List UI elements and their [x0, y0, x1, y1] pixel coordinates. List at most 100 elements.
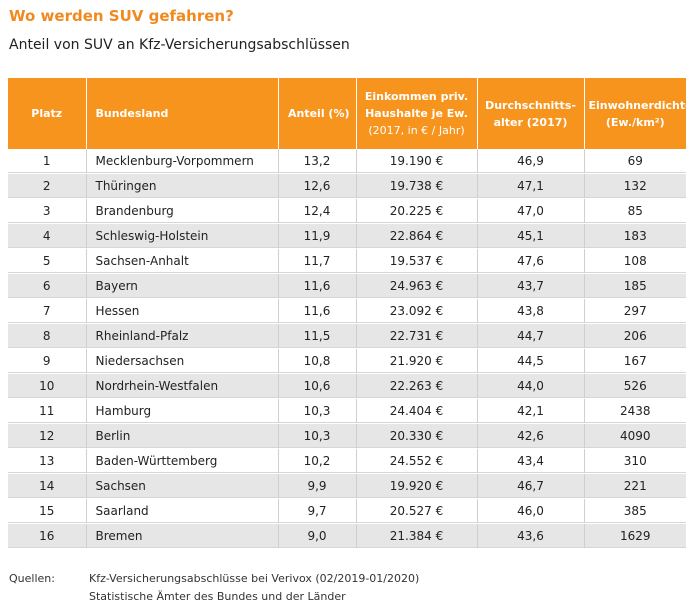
cell-alter: 46,7 [477, 473, 585, 499]
cell-alter: 47,6 [477, 248, 585, 274]
table-row: 4 Schleswig-Holstein 11,9 22.864 €45,1 183 [8, 223, 686, 249]
header-einkommen-line2: Haushalte je Ew. [365, 107, 468, 120]
cell-platz: 3 [8, 198, 87, 224]
header-anteil: Anteil (%) [278, 78, 357, 149]
table-row: 6 Bayern 11,6 24.963 €43,7 185 [8, 273, 686, 299]
suv-table: Platz Bundesland Anteil (%) Einkommen pr… [8, 78, 693, 549]
header-alter-line2: alter (2017) [493, 115, 568, 129]
table-row: 11 Hamburg 10,3 24.404 €42,1 2438 [8, 398, 686, 424]
cell-alter: 44,5 [477, 348, 585, 374]
cell-anteil: 9,7 [278, 498, 357, 524]
sources-label: Quellen: [9, 572, 55, 585]
cell-anteil: 11,9 [278, 223, 357, 249]
cell-einkommen: 24.552 € [356, 448, 478, 474]
header-dichte-line1: Einwohnerdichte [588, 98, 693, 112]
table-row: 1 Mecklenburg-Vorpommern 13,2 19.190 €46,9 6… [8, 149, 686, 174]
cell-alter: 44,0 [477, 373, 585, 399]
cell-platz: 4 [8, 223, 87, 249]
cell-alter: 44,7 [477, 323, 585, 349]
cell-bundesland: Sachsen [86, 473, 279, 499]
header-dichte: Einwohnerdichte (Ew./km²) [584, 78, 693, 149]
cell-bundesland: Bremen [86, 523, 279, 549]
cell-anteil: 10,2 [278, 448, 357, 474]
cell-platz: 5 [8, 248, 87, 274]
cell-alter: 47,1 [477, 173, 585, 199]
cell-bundesland: Saarland [86, 498, 279, 524]
cell-dichte: 108 [584, 248, 686, 274]
table-body: 1 Mecklenburg-Vorpommern 13,2 19.190 €46,9 6… [8, 149, 686, 549]
cell-bundesland: Sachsen-Anhalt [86, 248, 279, 274]
cell-anteil: 10,6 [278, 373, 357, 399]
cell-einkommen: 22.731 € [356, 323, 478, 349]
header-einkommen-line1: Einkommen priv. [364, 90, 469, 103]
cell-platz: 2 [8, 173, 87, 199]
cell-platz: 6 [8, 273, 87, 299]
cell-einkommen: 20.225 € [356, 198, 478, 224]
cell-einkommen: 23.092 € [356, 298, 478, 324]
cell-einkommen: 22.864 € [356, 223, 478, 249]
cell-bundesland: Hamburg [86, 398, 279, 424]
cell-platz: 1 [8, 149, 87, 174]
cell-einkommen: 19.537 € [356, 248, 478, 274]
header-einkommen-line3: (2017, in € / Jahr) [368, 124, 465, 137]
cell-anteil: 10,3 [278, 423, 357, 449]
cell-einkommen: 21.920 € [356, 348, 478, 374]
cell-dichte: 85 [584, 198, 686, 224]
cell-platz: 15 [8, 498, 87, 524]
cell-dichte: 183 [584, 223, 686, 249]
header-anteil-label: Anteil (%) [287, 107, 350, 120]
cell-alter: 46,0 [477, 498, 585, 524]
header-bundesland: Bundesland [86, 78, 279, 149]
cell-einkommen: 21.384 € [356, 523, 478, 549]
cell-einkommen: 19.190 € [356, 149, 478, 174]
cell-dichte: 69 [584, 149, 686, 174]
cell-dichte: 526 [584, 373, 686, 399]
cell-dichte: 167 [584, 348, 686, 374]
table-row: 3 Brandenburg 12,4 20.225 €47,0 85 [8, 198, 686, 224]
cell-anteil: 12,6 [278, 173, 357, 199]
table-header-row: Platz Bundesland Anteil (%) Einkommen pr… [8, 78, 693, 149]
cell-bundesland: Niedersachsen [86, 348, 279, 374]
cell-bundesland: Brandenburg [86, 198, 279, 224]
source-statistik: Statistische Ämter des Bundes und der Lä… [89, 590, 346, 603]
cell-dichte: 1629 [584, 523, 686, 549]
cell-alter: 42,1 [477, 398, 585, 424]
page-title: Wo werden SUV gefahren? [9, 7, 234, 25]
table-row: 12 Berlin 10,3 20.330 €42,6 4090 [8, 423, 686, 449]
cell-dichte: 2438 [584, 398, 686, 424]
cell-dichte: 297 [584, 298, 686, 324]
cell-dichte: 221 [584, 473, 686, 499]
table-row: 14 Sachsen 9,9 19.920 €46,7 221 [8, 473, 686, 499]
cell-einkommen: 20.330 € [356, 423, 478, 449]
header-alter: Durchschnitts- alter (2017) [477, 78, 585, 149]
cell-anteil: 11,7 [278, 248, 357, 274]
table-row: 10 Nordrhein-Westfalen 10,6 22.263 €44,0 526 [8, 373, 686, 399]
cell-einkommen: 22.263 € [356, 373, 478, 399]
cell-platz: 11 [8, 398, 87, 424]
cell-einkommen: 24.963 € [356, 273, 478, 299]
cell-platz: 14 [8, 473, 87, 499]
cell-alter: 42,6 [477, 423, 585, 449]
cell-platz: 12 [8, 423, 87, 449]
table-row: 16 Bremen 9,0 21.384 €43,6 1629 [8, 523, 686, 549]
cell-dichte: 385 [584, 498, 686, 524]
cell-bundesland: Thüringen [86, 173, 279, 199]
cell-alter: 45,1 [477, 223, 585, 249]
cell-einkommen: 19.738 € [356, 173, 478, 199]
cell-einkommen: 24.404 € [356, 398, 478, 424]
cell-bundesland: Schleswig-Holstein [86, 223, 279, 249]
page-subtitle: Anteil von SUV an Kfz-Versicherungsabsch… [9, 37, 350, 53]
cell-anteil: 9,0 [278, 523, 357, 549]
cell-dichte: 206 [584, 323, 686, 349]
cell-anteil: 10,8 [278, 348, 357, 374]
cell-anteil: 12,4 [278, 198, 357, 224]
cell-dichte: 132 [584, 173, 686, 199]
header-einkommen: Einkommen priv. Haushalte je Ew. (2017, … [356, 78, 478, 149]
cell-bundesland: Mecklenburg-Vorpommern [86, 149, 279, 174]
cell-anteil: 11,6 [278, 273, 357, 299]
cell-alter: 43,8 [477, 298, 585, 324]
cell-bundesland: Nordrhein-Westfalen [86, 373, 279, 399]
header-platz: Platz [8, 78, 87, 149]
cell-alter: 47,0 [477, 198, 585, 224]
header-platz-label: Platz [31, 107, 63, 120]
